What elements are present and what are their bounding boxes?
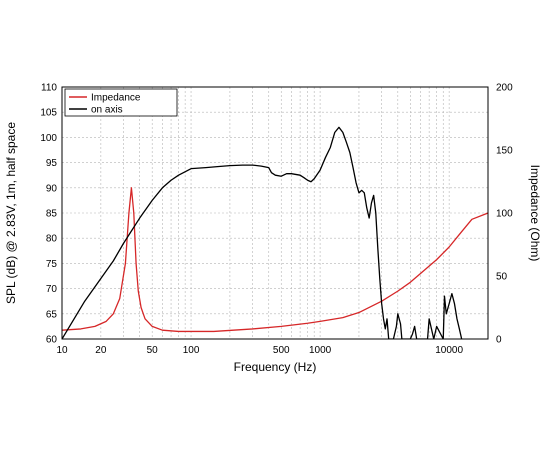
y-tick-label: 75: [46, 259, 58, 270]
plot-frame: [61, 86, 489, 340]
legend-label-impedance: Impedance: [91, 93, 141, 104]
legend-box: [64, 88, 178, 117]
y-tick-label: 95: [46, 158, 58, 169]
x-tick-label: 20: [95, 345, 107, 356]
x-tick-label: 10: [56, 345, 68, 356]
series-line-impedance: [62, 187, 488, 333]
legend: Impedance on axis: [64, 88, 178, 117]
y-tick-label: 90: [46, 183, 58, 194]
x-tick-label: 50: [147, 345, 159, 356]
x-tick-label: 100: [183, 345, 200, 356]
x-tick-label: 500: [273, 345, 290, 356]
y2-axis-title: Impedance (Ohm): [528, 165, 542, 262]
y2-tick-label: 200: [496, 83, 513, 94]
y-tick-label: 80: [46, 234, 58, 245]
y2-tick-label: 150: [496, 146, 513, 157]
y-tick-label: 105: [40, 108, 57, 119]
series-layer: [62, 126, 488, 339]
y-tick-label: 70: [46, 284, 58, 295]
y-tick-label: 110: [41, 83, 57, 94]
y-axis-title: SPL (dB) @ 2.83V, 1m, half space: [4, 122, 18, 304]
x-axis-title: Frequency (Hz): [234, 360, 317, 374]
tick-labels: 10 20 50 100 500 1000 100006065707580859095100…: [40, 83, 513, 357]
y2-tick-label: 0: [496, 335, 502, 346]
y-tick-label: 65: [46, 309, 58, 320]
grid: [62, 86, 488, 340]
x-tick-label: 10000: [435, 345, 463, 356]
y-tick-label: 85: [46, 209, 58, 220]
y2-tick-label: 50: [496, 272, 508, 283]
series-line-on-axis: [62, 126, 463, 339]
y-tick-label: 60: [46, 335, 58, 346]
y-tick-label: 100: [40, 133, 57, 144]
x-tick-label: 1000: [309, 345, 332, 356]
legend-label-on-axis: on axis: [91, 105, 123, 116]
y2-tick-label: 100: [496, 209, 513, 220]
